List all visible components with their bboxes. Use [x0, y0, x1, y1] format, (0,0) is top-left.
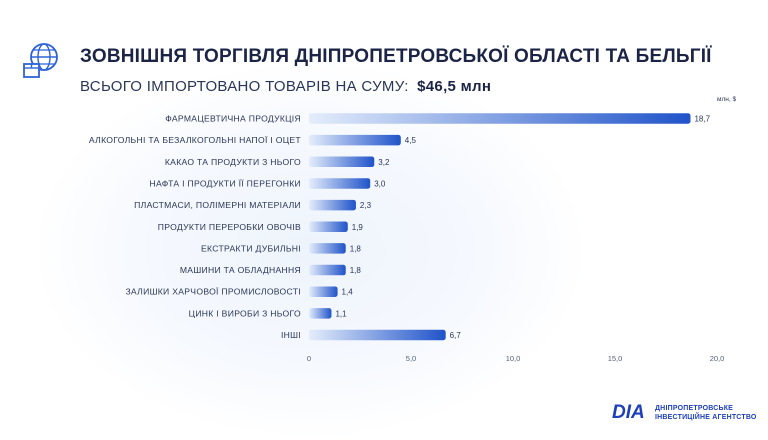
category-label: ЦИНК І ВИРОБИ З НЬОГО [189, 308, 301, 318]
category-label: ЕКСТРАКТИ ДУБИЛЬНІ [201, 243, 301, 253]
value-label: 18,7 [694, 115, 710, 124]
page-title: ЗОВНІШНЯ ТОРГІВЛЯ ДНІПРОПЕТРОВСЬКОЇ ОБЛА… [80, 46, 712, 67]
x-tick-label: 20,0 [710, 354, 725, 363]
dia-logo-mark: DIA [612, 402, 645, 423]
dia-logo-text: ДНІПРОПЕТРОВСЬКЕ ІНВЕСТИЦІЙНЕ АГЕНТСТВО [655, 404, 768, 422]
category-label: МАШИНИ ТА ОБЛАДНАННЯ [180, 265, 301, 275]
category-label: ІНШІ [281, 330, 301, 340]
bar [309, 286, 338, 297]
bar [309, 264, 346, 276]
x-tick-label: 10,0 [506, 354, 521, 363]
value-label: 1,9 [352, 223, 364, 232]
category-label: НАФТА І ПРОДУКТИ ЇЇ ПЕРЕГОНКИ [150, 178, 301, 188]
category-label: ПРОДУКТИ ПЕРЕРОБКИ ОВОЧІВ [158, 222, 301, 232]
value-label: 2,3 [360, 201, 372, 210]
bar [309, 221, 348, 232]
page-subtitle: ВСЬОГО ІМПОРТОВАНО ТОВАРІВ НА СУМУ: $46,… [80, 78, 491, 95]
subtitle-prefix: ВСЬОГО ІМПОРТОВАНО ТОВАРІВ НА СУМУ: [80, 78, 409, 95]
value-label: 3,2 [378, 158, 390, 167]
value-label: 1,1 [335, 309, 347, 318]
value-label: 3,0 [374, 179, 386, 188]
category-label: ПЛАСТМАСИ, ПОЛІМЕРНІ МАТЕРІАЛИ [134, 200, 301, 210]
value-label: 6,7 [450, 331, 462, 340]
value-label: 1,8 [350, 244, 362, 253]
bar [309, 156, 375, 168]
value-label: 1,4 [342, 288, 354, 297]
category-label: ЗАЛИШКИ ХАРЧОВОЇ ПРОМИСЛОВОСТІ [125, 287, 301, 297]
unit-label: млн, $ [717, 96, 736, 103]
x-tick-label: 0 [307, 354, 311, 363]
bar [309, 199, 356, 211]
bar [309, 308, 332, 319]
x-tick-label: 15,0 [608, 354, 623, 363]
category-label: АЛКОГОЛЬНІ ТА БЕЗАЛКОГОЛЬНІ НАПОЇ І ОЦЕТ [89, 135, 302, 145]
bar [309, 329, 446, 341]
bar [309, 113, 691, 124]
value-label: 4,5 [405, 136, 417, 145]
total-amount: $46,5 млн [417, 78, 492, 95]
dia-logo-text-line1: ДНІПРОПЕТРОВСЬКЕ [655, 405, 734, 412]
bar [309, 134, 401, 146]
x-tick-label: 5,0 [406, 354, 416, 363]
bar [309, 178, 371, 189]
category-label: ФАРМАЦЕВТИЧНА ПРОДУКЦІЯ [165, 114, 301, 124]
category-label: КАКАО ТА ПРОДУКТИ З НЬОГО [165, 157, 301, 167]
globe-box-icon [23, 43, 58, 78]
dia-logo-text-line2: ІНВЕСТИЦІЙНЕ АГЕНТСТВО [655, 414, 757, 421]
value-label: 1,8 [350, 266, 362, 275]
bar [309, 243, 346, 254]
